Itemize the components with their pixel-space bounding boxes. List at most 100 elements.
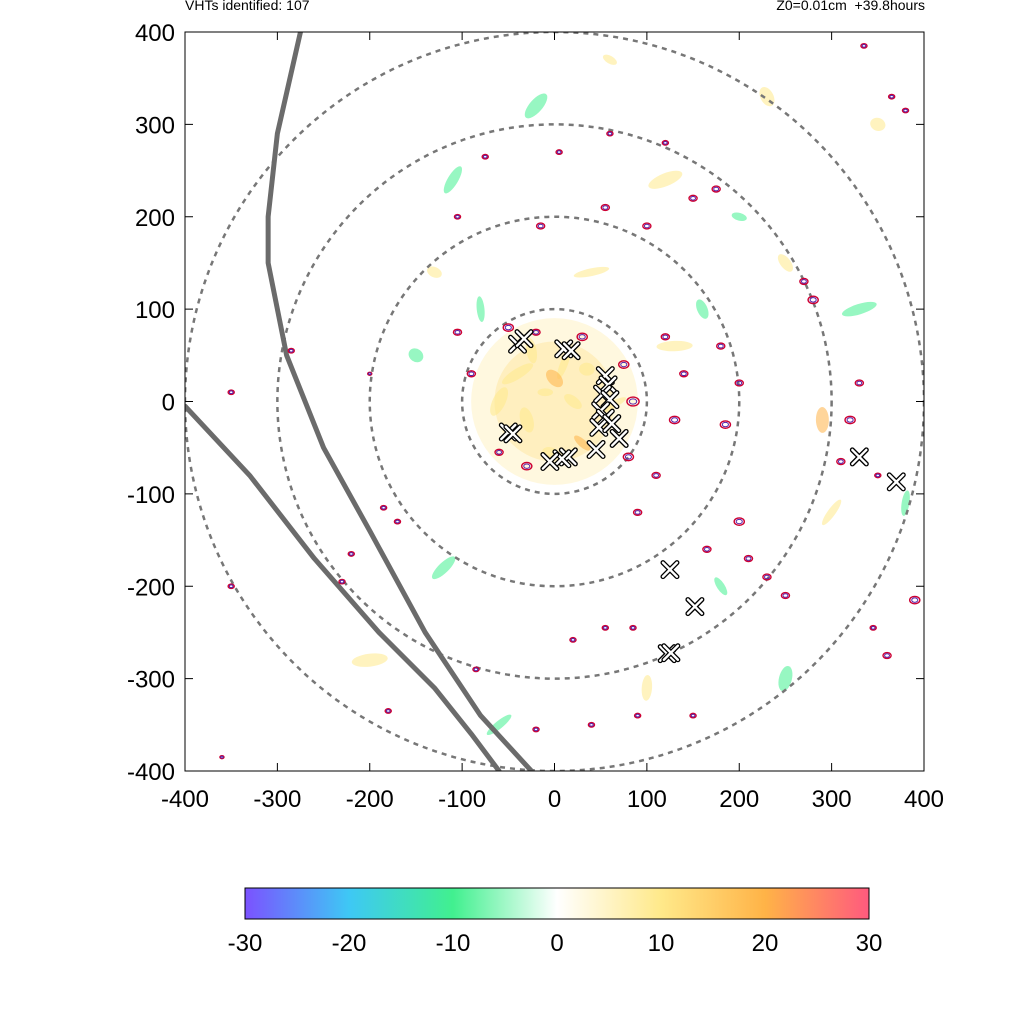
- vorticity-blob: [537, 388, 554, 397]
- run-info-label: Z0=0.01cm +39.8hours: [776, 0, 925, 13]
- colorbar-tick-label: 10: [648, 930, 675, 957]
- vorticity-blob: [778, 665, 793, 692]
- x-tick-label: -100: [438, 786, 486, 813]
- contour-loop-inner: [381, 505, 386, 510]
- vht-marker: [849, 447, 869, 467]
- contour-loop-inner: [764, 574, 770, 580]
- vorticity-blob: [579, 362, 595, 376]
- vorticity-blob: [696, 299, 709, 319]
- colorbar-tick-label: -10: [436, 930, 471, 957]
- range-ring: [368, 215, 741, 588]
- contour-loop-inner: [643, 223, 650, 229]
- vht-marker: [598, 375, 618, 395]
- vht-marker-fill: [686, 598, 704, 615]
- track-line: [265, 32, 534, 771]
- vht-marker-fill: [541, 453, 559, 470]
- vorticity-blob: [841, 301, 877, 317]
- contour-loop: [494, 448, 504, 456]
- contour-loop: [502, 323, 515, 332]
- contour-loop-inner: [782, 593, 789, 598]
- contour-loop-inner: [837, 459, 844, 464]
- contour-loop: [651, 471, 661, 480]
- contour-loop-inner: [537, 223, 544, 229]
- contour-loop-inner: [556, 150, 562, 154]
- contour-loop: [908, 595, 921, 605]
- range-ring: [460, 307, 649, 496]
- contour-loop: [887, 93, 896, 100]
- y-tick-label: 200: [135, 205, 175, 232]
- contour-loop: [689, 712, 697, 719]
- contour-loop: [860, 42, 868, 49]
- contour-loop: [661, 139, 670, 146]
- y-tick-label: -400: [127, 759, 175, 786]
- y-tick-label: 300: [135, 112, 175, 139]
- contour-loop-inner: [523, 463, 531, 469]
- contour-loop: [716, 342, 726, 350]
- vht-marker-fill: [504, 425, 522, 443]
- contour-loop: [587, 721, 596, 728]
- contour-loop: [668, 415, 681, 425]
- contour-loop-inner: [533, 727, 539, 732]
- vht-marker-fill: [515, 330, 533, 347]
- contour-loop-inner: [861, 44, 867, 48]
- contour-loop: [733, 517, 746, 526]
- vorticity-blob: [602, 54, 617, 65]
- vorticity-blob: [648, 170, 683, 189]
- contour-loop: [688, 194, 698, 202]
- contour-loop: [466, 370, 477, 378]
- contour-loop-inner: [735, 518, 743, 525]
- contour-loop: [702, 545, 712, 553]
- vorticity-blob: [431, 556, 456, 580]
- vorticity-blob: [490, 387, 509, 416]
- contour-loop-inner: [578, 334, 586, 340]
- contour-loop: [601, 624, 610, 631]
- contour-loop-inner: [884, 653, 890, 658]
- colorbar-bar: [244, 887, 870, 920]
- contour-loop-inner: [482, 154, 488, 159]
- contour-loop-inner: [589, 722, 594, 727]
- contour-loop-inner: [628, 398, 638, 405]
- contour-loop: [660, 333, 671, 341]
- contour-loop-inner: [635, 713, 640, 718]
- vorticity-blob: [476, 296, 485, 322]
- contour-loop-inner: [671, 417, 679, 423]
- vht-marker-fill: [888, 473, 905, 491]
- contour-loop-inner: [468, 371, 475, 377]
- vht-marker: [660, 560, 680, 580]
- track-line: [185, 403, 502, 771]
- contour-loop: [743, 554, 754, 563]
- contour-loop: [807, 295, 819, 305]
- contour-loop-inner: [288, 348, 294, 353]
- vorticity-blob: [714, 577, 728, 596]
- range-ring: [276, 123, 833, 680]
- vorticity-blob: [427, 266, 442, 278]
- x-tick-label: 300: [812, 786, 852, 813]
- vorticity-blob: [573, 266, 610, 278]
- core-shading: [471, 318, 638, 485]
- vht-marker-fill: [603, 415, 620, 432]
- contour-loop: [227, 583, 235, 590]
- contours: [219, 42, 921, 760]
- vht-marker: [661, 643, 681, 663]
- y-tick-label: -200: [127, 574, 175, 601]
- contour-loop-inner: [703, 547, 710, 552]
- contour-loop-inner: [809, 297, 817, 303]
- vorticity-blob: [574, 435, 591, 451]
- contour-loop: [799, 277, 809, 286]
- vht-marker: [685, 597, 705, 617]
- vht-marker: [586, 440, 606, 460]
- vorticity-blob: [777, 254, 793, 272]
- contour-loop: [532, 726, 540, 733]
- contour-loop: [576, 332, 588, 342]
- contour-loop-inner: [889, 94, 894, 99]
- contour-loop-inner: [653, 473, 660, 478]
- y-tick-label: 100: [135, 297, 175, 324]
- x-tick-label: 100: [627, 786, 667, 813]
- contour-loop-inner: [607, 131, 613, 136]
- x-tick-label: -200: [346, 786, 394, 813]
- vht-marker: [561, 341, 581, 361]
- contour-loop: [622, 452, 635, 462]
- contour-loop-inner: [602, 625, 608, 630]
- contour-loop-inner: [663, 141, 668, 145]
